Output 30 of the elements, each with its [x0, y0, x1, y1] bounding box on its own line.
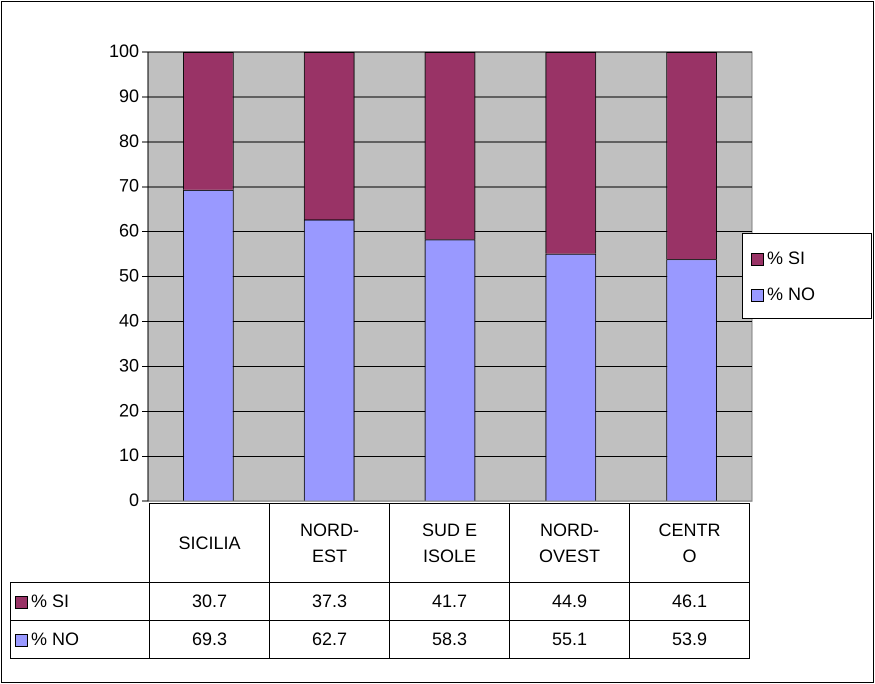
- y-tick-label: 0: [128, 490, 139, 510]
- data-label: 62.7: [270, 620, 390, 658]
- data-label: 46.1: [630, 582, 750, 620]
- x-tick-label: NORD-OVEST: [538, 519, 601, 568]
- y-tick-label: 20: [118, 400, 139, 420]
- data-label: 69.3: [150, 620, 270, 658]
- data-label: 55.1: [510, 620, 630, 658]
- data-label: 53.9: [630, 620, 750, 658]
- y-tick-label: 30: [118, 355, 139, 376]
- legend-label: % SI: [766, 247, 806, 270]
- x-tick-label: SICILIA: [177, 532, 242, 555]
- data-label: 41.7: [390, 582, 510, 620]
- y-tick-label: 90: [118, 86, 139, 106]
- legend-label: % NO: [766, 283, 816, 306]
- x-tick-label: NORD-EST: [299, 519, 360, 568]
- y-tick-label: 50: [118, 266, 139, 286]
- data-label: 44.9: [510, 582, 630, 620]
- x-tick-label: SUD E ISOLE: [420, 519, 478, 568]
- y-tick-label: 10: [118, 445, 139, 466]
- y-tick-label: 40: [118, 310, 139, 330]
- y-tick-label: 70: [118, 176, 139, 196]
- data-label: 30.7: [150, 582, 270, 620]
- y-tick-label: 60: [118, 220, 139, 241]
- text: % SI: [31, 591, 70, 611]
- data-label: 58.3: [390, 620, 510, 658]
- x-tick-label: CENTRO: [658, 519, 722, 568]
- text: % NO: [31, 629, 80, 649]
- data-label: 37.3: [270, 582, 390, 620]
- y-tick-label: 100: [108, 40, 139, 61]
- y-tick-label: 80: [118, 130, 139, 151]
